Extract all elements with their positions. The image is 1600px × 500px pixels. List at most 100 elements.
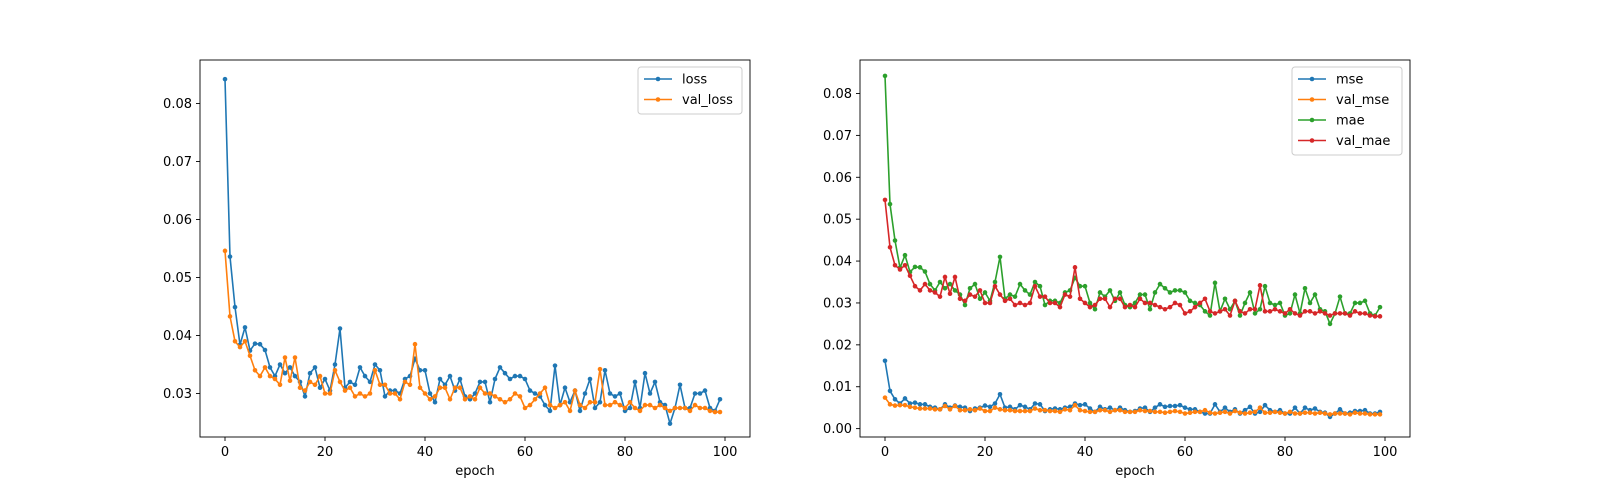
- data-point: [1152, 409, 1158, 415]
- data-point: [1082, 300, 1088, 306]
- data-point: [632, 379, 638, 385]
- data-point: [247, 353, 253, 359]
- data-point: [1012, 294, 1018, 299]
- data-point: [1312, 411, 1318, 416]
- legend-marker-val_mae: [1309, 138, 1315, 143]
- data-point: [1062, 407, 1068, 412]
- data-point: [1262, 402, 1268, 408]
- data-point: [1187, 298, 1193, 304]
- data-point: [1202, 407, 1208, 413]
- data-point: [1037, 294, 1043, 299]
- data-point: [222, 76, 228, 82]
- data-point: [1132, 304, 1138, 310]
- data-point: [1097, 407, 1103, 413]
- data-point: [1002, 407, 1008, 413]
- data-point: [1287, 306, 1293, 312]
- data-point: [892, 397, 898, 402]
- data-point: [907, 404, 913, 410]
- data-point: [1247, 290, 1253, 295]
- data-point: [1177, 402, 1183, 408]
- data-point: [1187, 407, 1193, 412]
- data-point: [937, 407, 943, 412]
- data-point: [1072, 402, 1078, 408]
- data-point: [1197, 300, 1203, 306]
- data-point: [1157, 281, 1163, 287]
- data-point: [707, 408, 713, 414]
- data-point: [357, 365, 363, 370]
- data-point: [512, 373, 518, 379]
- data-point: [467, 394, 473, 399]
- data-point: [1082, 283, 1088, 289]
- data-point: [982, 403, 988, 408]
- data-point: [677, 382, 683, 388]
- data-point: [592, 399, 598, 405]
- data-point: [1042, 294, 1048, 299]
- data-point: [1012, 408, 1018, 414]
- data-point: [1202, 411, 1208, 416]
- data-point: [587, 376, 593, 382]
- data-point: [1272, 409, 1278, 415]
- data-point: [1362, 407, 1368, 413]
- data-point: [1167, 304, 1173, 310]
- data-point: [312, 365, 318, 370]
- data-point: [1172, 408, 1178, 414]
- data-point: [322, 376, 328, 382]
- data-point: [1357, 300, 1363, 306]
- data-point: [1067, 294, 1073, 299]
- data-point: [1192, 300, 1198, 306]
- data-point: [1112, 296, 1118, 302]
- data-point: [337, 326, 343, 331]
- data-point: [987, 300, 993, 306]
- series-val_mse: [882, 395, 1383, 417]
- data-point: [962, 298, 968, 304]
- data-point: [627, 405, 633, 411]
- y-tick-label: 0.06: [823, 171, 852, 186]
- data-point: [1217, 410, 1223, 416]
- data-point: [627, 399, 633, 405]
- x-tick-label: 80: [1277, 445, 1294, 460]
- data-point: [882, 73, 888, 79]
- data-point: [287, 378, 293, 384]
- data-point: [532, 397, 538, 402]
- data-point: [477, 385, 483, 391]
- data-point: [447, 373, 453, 379]
- data-point: [1207, 309, 1213, 314]
- data-point: [1212, 411, 1218, 416]
- data-point: [1142, 300, 1148, 306]
- y-tick-label: 0.05: [823, 213, 852, 228]
- data-point: [1337, 407, 1343, 412]
- data-point: [1192, 304, 1198, 310]
- data-point: [1097, 296, 1103, 302]
- data-point: [1337, 311, 1343, 316]
- data-point: [547, 402, 553, 408]
- data-point: [1022, 404, 1028, 410]
- data-point: [397, 397, 403, 402]
- data-point: [1017, 300, 1023, 306]
- data-point: [482, 391, 488, 396]
- data-point: [357, 391, 363, 396]
- series-line-val_loss: [224, 250, 720, 413]
- data-point: [977, 288, 983, 293]
- data-point: [1267, 309, 1273, 314]
- y-tick-label: 0.03: [163, 387, 192, 402]
- data-point: [462, 397, 468, 402]
- data-point: [522, 376, 528, 382]
- data-point: [1197, 409, 1203, 415]
- data-point: [1317, 309, 1323, 314]
- data-point: [982, 290, 988, 295]
- data-point: [1237, 410, 1243, 416]
- data-point: [292, 373, 298, 379]
- data-point: [1032, 401, 1038, 406]
- data-point: [1272, 302, 1278, 308]
- series-line-val_mse: [884, 397, 1380, 416]
- data-point: [267, 365, 273, 370]
- data-point: [552, 363, 558, 368]
- data-point: [1342, 311, 1348, 316]
- data-point: [1322, 411, 1328, 416]
- data-point: [1157, 304, 1163, 310]
- data-point: [1372, 412, 1378, 417]
- data-point: [1207, 410, 1213, 416]
- data-point: [1297, 411, 1303, 416]
- data-point: [347, 385, 353, 391]
- data-point: [317, 373, 323, 379]
